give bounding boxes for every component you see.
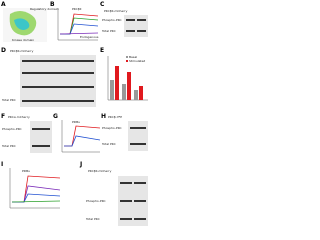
axes [9,168,60,209]
trace [60,23,99,35]
label: Phospho-PKC [102,126,122,130]
label: PKCβII-mCherry [88,169,112,173]
label: Phospho-PKC [2,127,22,131]
bar [110,80,114,100]
panel-letter: J [79,161,82,168]
legend-swatch [126,56,128,58]
label: PKCβII-mCherry [10,49,34,53]
label: Endogenous [80,35,99,39]
panel-letter: A [1,1,6,8]
page: A Regulatory domain Kinase domain B PKCβ… [1,1,148,226]
band [134,218,146,220]
band [32,145,50,147]
label: PDBu [22,169,30,173]
band [137,19,146,21]
band [120,182,132,184]
trace [59,32,99,35]
trace [60,13,99,35]
band [126,30,135,32]
band [134,200,146,202]
band [130,127,146,129]
band [32,128,50,130]
trace [64,125,101,147]
label: PKCα-mCherry [8,115,30,119]
figure: A Regulatory domain Kinase domain B PKCβ… [1,1,148,226]
band [22,86,94,88]
trace [64,135,101,147]
label: PDBu [72,120,80,124]
blot [20,55,96,107]
trace [12,185,61,203]
label: Phospho-PKC [102,18,122,22]
axes [61,120,100,153]
panel-letter: F [1,113,5,120]
band [137,30,146,32]
trace [11,200,61,203]
label: Phospho-PKC [86,199,106,203]
panel-letter: H [101,113,106,120]
panel-letter: D [1,47,6,54]
bar [122,84,126,100]
band [120,218,132,220]
blot [128,121,148,151]
panel-letter: I [1,161,3,168]
label: Regulatory domain [30,7,59,11]
label: PKCβ-YFP [108,115,122,119]
blot [30,121,52,153]
legend-label: Stimulated [129,59,145,63]
band [130,143,146,145]
legend-label: Basal [129,55,137,59]
label: PKCβII [72,7,82,11]
band [22,100,94,102]
label: Total PKC [1,98,16,102]
panel-letter: C [100,1,105,8]
panel-letter: B [50,1,55,8]
bar [115,66,119,100]
trace [60,17,99,35]
bar [134,90,138,100]
axes [57,8,98,41]
band [126,19,135,21]
label: Kinase domain [12,38,34,42]
blot [124,15,148,37]
label: PKCβII-mCherry [104,9,128,13]
bar [139,86,143,100]
bar [127,72,131,100]
structure-regulatory [14,18,30,30]
panel-letter: E [100,47,104,54]
band [134,182,146,184]
band [22,60,94,62]
legend-swatch [126,60,128,62]
band [120,200,132,202]
label: Total PKC [101,29,116,33]
label: Total PKC [1,144,16,148]
label: Total PKC [85,217,100,221]
band [22,72,94,74]
panel-letter: G [53,113,58,120]
label: Total PKC [101,142,116,146]
